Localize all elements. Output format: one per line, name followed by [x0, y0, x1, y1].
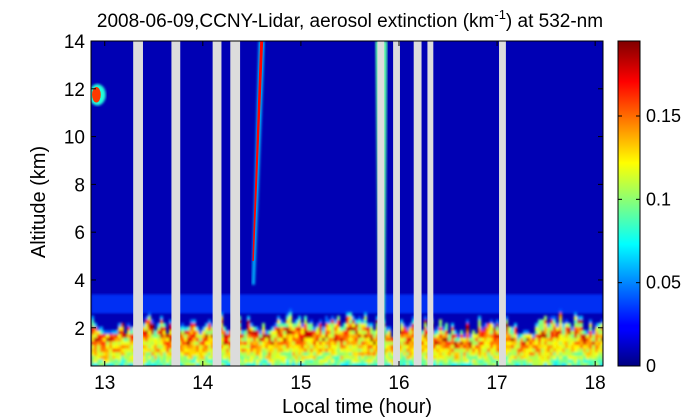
layer-residual: [91, 294, 603, 314]
data-gap: [230, 41, 241, 366]
data-gap: [171, 41, 181, 366]
plot-frame: [90, 40, 604, 367]
colorbar: [617, 40, 641, 367]
x-tick-label: 16: [388, 373, 409, 394]
y-axis-label: Altitude (km): [28, 146, 50, 258]
chart-title-suffix: ) at 532-nm: [506, 11, 603, 32]
chart-title-main: 2008-06-09,CCNY-Lidar, aerosol extinctio…: [97, 11, 494, 32]
cirrus-core: [92, 87, 101, 103]
x-axis: 13 14 15 16 17 18: [94, 41, 606, 394]
x-tick-label: 17: [486, 373, 507, 394]
plume-core: [252, 41, 264, 261]
data-gap: [499, 41, 506, 366]
x-tick-label: 15: [290, 373, 311, 394]
colorbar-tick-label: 0.1: [646, 189, 671, 209]
y-tick-label: 12: [64, 80, 85, 101]
y-tick-label: 6: [74, 223, 85, 244]
y-tick-label: 14: [64, 32, 86, 53]
x-axis-label: Local time (hour): [282, 396, 432, 418]
x-tick-label: 18: [585, 373, 606, 394]
chart-title-superscript: -1: [494, 7, 506, 22]
y-tick-label: 2: [74, 319, 85, 340]
y-axis: 2 4 6 8 10 12 14: [64, 32, 603, 340]
y-tick-label: 10: [64, 128, 85, 149]
x-tick-label: 13: [94, 373, 115, 394]
colorbar-tick-label: 0.05: [646, 273, 681, 293]
chart-title: 2008-06-09,CCNY-Lidar, aerosol extinctio…: [97, 7, 603, 32]
data-gap: [212, 41, 222, 366]
data-gap: [377, 41, 385, 366]
colorbar-tick-label: 0.15: [646, 106, 681, 126]
data-gap: [133, 41, 143, 366]
data-gaps: [133, 41, 506, 366]
x-tick-label: 14: [192, 373, 214, 394]
y-tick-label: 4: [74, 271, 85, 292]
colorbar-axis: 0 0.05 0.1 0.15: [618, 106, 681, 376]
y-tick-label: 8: [74, 175, 85, 196]
heatmap: [91, 41, 603, 366]
data-gap: [413, 41, 422, 366]
data-gap: [393, 41, 400, 366]
data-gap: [427, 41, 434, 366]
colorbar-tick-label: 0: [646, 356, 656, 376]
